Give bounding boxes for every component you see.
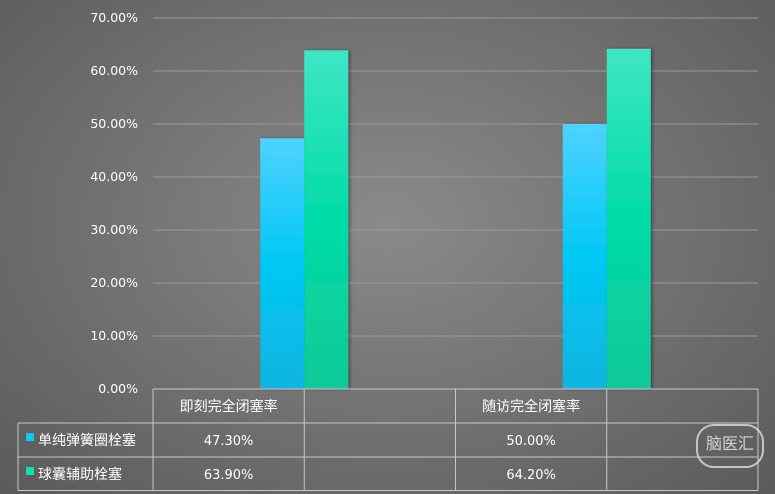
category-label: 随访完全闭塞率 bbox=[482, 398, 580, 415]
bar bbox=[260, 138, 305, 389]
bars bbox=[260, 48, 651, 390]
y-tick-label: 0.00% bbox=[98, 381, 138, 396]
bar bbox=[562, 124, 607, 389]
bar bbox=[606, 48, 651, 390]
y-tick-label: 20.00% bbox=[90, 275, 138, 290]
category-label: 即刻完全闭塞率 bbox=[180, 398, 278, 415]
watermark-logo: 脑医汇 bbox=[696, 424, 764, 468]
series-name: 球囊辅助栓塞 bbox=[38, 466, 122, 483]
y-axis-tick-labels: 0.00% 10.00% 20.00% 30.00% 40.00% 50.00% 60.00… bbox=[90, 10, 138, 396]
y-tick-label: 10.00% bbox=[90, 328, 138, 343]
y-tick-label: 50.00% bbox=[90, 116, 138, 131]
legend-swatch bbox=[26, 433, 34, 441]
legend-swatch bbox=[26, 467, 34, 475]
y-tick-label: 40.00% bbox=[90, 169, 138, 184]
y-tick-label: 30.00% bbox=[90, 222, 138, 237]
series-name: 单纯弹簧圈栓塞 bbox=[38, 432, 136, 449]
data-label: 63.90% bbox=[204, 468, 254, 483]
bar bbox=[304, 50, 349, 389]
data-label: 50.00% bbox=[506, 434, 556, 449]
gridlines bbox=[153, 17, 758, 337]
y-tick-label: 70.00% bbox=[90, 10, 138, 25]
data-label: 47.30% bbox=[204, 434, 254, 449]
data-label: 64.20% bbox=[506, 468, 556, 483]
y-tick-label: 60.00% bbox=[90, 63, 138, 78]
